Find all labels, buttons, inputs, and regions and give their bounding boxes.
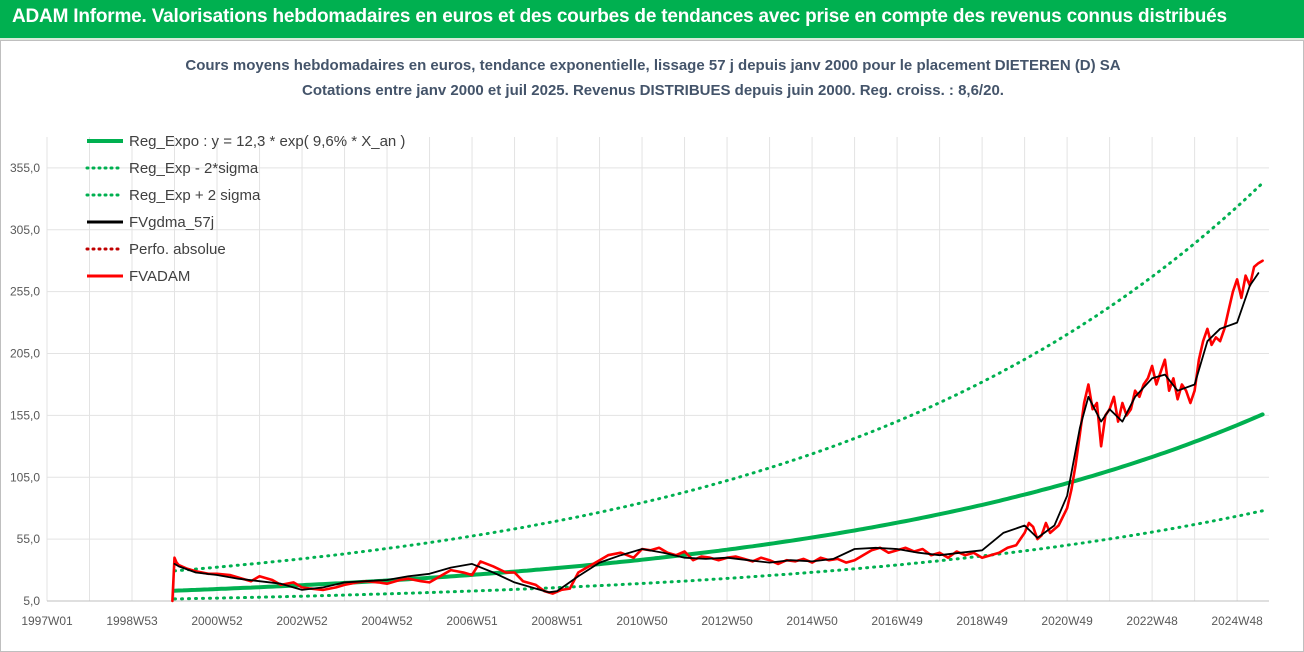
legend-label-4: Perfo. absolue <box>129 241 226 258</box>
x-tick-label: 2008W51 <box>531 614 583 628</box>
x-tick-label: 2002W52 <box>276 614 328 628</box>
y-axis: 5,0 55,0 105,0 155,0 205,0 255,0 305,0 355,0 <box>10 161 40 608</box>
report-banner: ADAM Informe. Valorisations hebdomadaire… <box>0 0 1304 40</box>
x-tick-label: 2016W49 <box>871 614 923 628</box>
x-axis: 1997W01 1998W53 2000W52 2002W52 2004W52 2006W… <box>21 614 1263 628</box>
x-tick-label: 2004W52 <box>361 614 413 628</box>
y-tick-label: 355,0 <box>10 161 40 175</box>
legend-label-5: FVADAM <box>129 268 190 285</box>
y-tick-label: 5,0 <box>23 594 40 608</box>
x-tick-label: 2022W48 <box>1126 614 1178 628</box>
legend-label-1: Reg_Exp - 2*sigma <box>129 160 259 177</box>
x-tick-label: 2012W50 <box>701 614 753 628</box>
series-lines <box>171 181 1265 603</box>
x-tick-label: 2014W50 <box>786 614 838 628</box>
y-tick-label: 105,0 <box>10 470 40 484</box>
y-tick-label: 55,0 <box>17 532 41 546</box>
x-tick-label: 1997W01 <box>21 614 73 628</box>
y-tick-label: 255,0 <box>10 285 40 299</box>
legend-label-2: Reg_Exp + 2 sigma <box>129 187 261 204</box>
legend: Reg_Expo : y = 12,3 * exp( 9,6% * X_an )… <box>85 133 405 285</box>
legend-label-0: Reg_Expo : y = 12,3 * exp( 9,6% * X_an ) <box>129 133 405 150</box>
x-tick-label: 2000W52 <box>191 614 243 628</box>
legend-label-3: FVgdma_57j <box>129 214 214 231</box>
x-tick-label: 2018W49 <box>956 614 1008 628</box>
y-tick-label: 305,0 <box>10 223 40 237</box>
x-tick-label: 1998W53 <box>106 614 158 628</box>
banner-title: ADAM Informe. Valorisations hebdomadaire… <box>12 6 1227 27</box>
series-line-5 <box>171 259 1264 603</box>
x-tick-label: 2006W51 <box>446 614 498 628</box>
x-tick-label: 2010W50 <box>616 614 668 628</box>
line-chart: Cours moyens hebdomadaires en euros, ten… <box>10 57 1269 628</box>
chart-area: Cours moyens hebdomadaires en euros, ten… <box>0 40 1304 652</box>
y-tick-label: 155,0 <box>10 408 40 422</box>
series-line-1 <box>173 509 1265 601</box>
x-tick-label: 2020W49 <box>1041 614 1093 628</box>
y-tick-label: 205,0 <box>10 347 40 361</box>
x-tick-label: 2024W48 <box>1211 614 1263 628</box>
series-line-3 <box>173 272 1260 594</box>
chart-title: Cours moyens hebdomadaires en euros, ten… <box>185 57 1120 74</box>
chart-subtitle: Cotations entre janv 2000 et juil 2025. … <box>302 82 1004 99</box>
grid <box>46 137 1269 602</box>
series-line-2 <box>173 181 1265 573</box>
